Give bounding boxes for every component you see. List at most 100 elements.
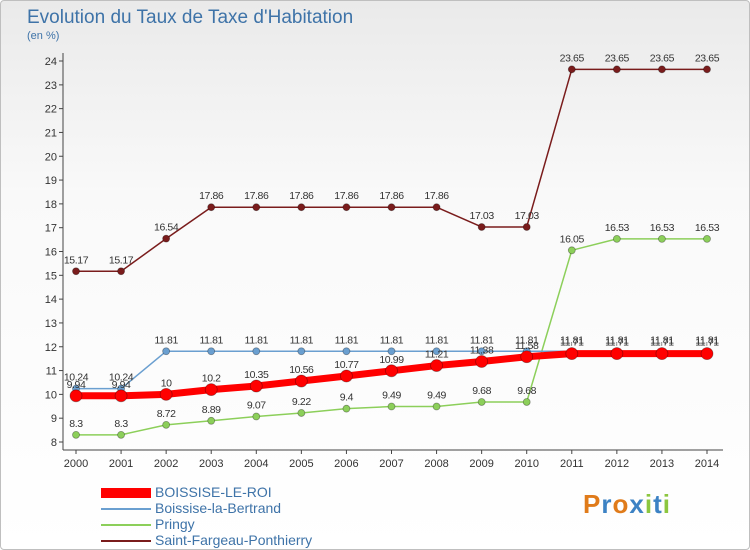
data-label-saint-fargeau-ponthierry: 17.03 — [515, 210, 540, 222]
data-point-boissise-le-roi — [385, 364, 398, 378]
y-tick-label: 11 — [46, 366, 57, 378]
data-label-boissise-le-roi: 10.35 — [244, 369, 269, 381]
data-label-boissise-la-bertrand: 11.81 — [515, 334, 539, 346]
data-label-boissise-la-bertrand: 11.81 — [380, 334, 404, 346]
data-label-boissise-le-roi: 11.71 — [605, 337, 629, 349]
data-label-boissise-la-bertrand: 11.81 — [154, 334, 178, 346]
x-tick-label: 2009 — [469, 458, 493, 470]
data-label-boissise-la-bertrand: 11.81 — [290, 334, 314, 346]
data-label-pringy: 9.49 — [382, 390, 401, 402]
x-tick-label: 2014 — [695, 458, 719, 470]
logo-letter: o — [612, 489, 630, 519]
data-label-boissise-la-bertrand: 11.81 — [245, 334, 269, 346]
data-label-boissise-la-bertrand: 11.81 — [199, 334, 223, 346]
data-point-saint-fargeau-ponthierry — [162, 234, 171, 243]
data-point-pringy — [297, 409, 306, 417]
data-point-pringy — [342, 404, 351, 413]
data-point-pringy — [432, 402, 441, 411]
data-point-pringy — [252, 412, 261, 421]
data-label-pringy: 8.3 — [114, 418, 128, 430]
data-point-boissise-la-bertrand — [162, 347, 171, 356]
data-point-boissise-le-roi — [520, 350, 534, 364]
data-label-boissise-la-bertrand: 10.24 — [64, 372, 89, 384]
legend-swatch — [101, 540, 151, 542]
data-label-pringy: 9.07 — [247, 400, 266, 412]
data-label-saint-fargeau-ponthierry: 23.65 — [605, 52, 630, 64]
data-label-boissise-le-roi: 9.94 — [67, 379, 86, 391]
data-label-boissise-le-roi: 10.56 — [289, 364, 314, 376]
legend-swatch — [101, 508, 151, 510]
data-label-saint-fargeau-ponthierry: 17.86 — [424, 190, 449, 202]
data-label-boissise-le-roi: 10.99 — [379, 354, 404, 366]
data-label-boissise-le-roi: 11.38 — [470, 345, 494, 357]
x-tick-label: 2010 — [514, 458, 538, 470]
data-label-boissise-le-roi: 11.21 — [425, 349, 449, 361]
data-point-saint-fargeau-ponthierry — [297, 203, 306, 212]
data-label-pringy: 16.53 — [650, 222, 675, 234]
data-point-pringy — [162, 420, 171, 429]
data-label-saint-fargeau-ponthierry: 17.86 — [289, 190, 314, 202]
y-tick-label: 20 — [45, 151, 57, 163]
x-tick-label: 2000 — [64, 458, 88, 470]
data-label-pringy: 16.05 — [560, 233, 585, 245]
data-label-pringy: 8.72 — [157, 408, 176, 420]
legend-swatch — [101, 488, 151, 498]
data-label-saint-fargeau-ponthierry: 17.86 — [199, 190, 224, 202]
y-tick-label: 9 — [51, 413, 57, 425]
data-label-pringy: 9.68 — [472, 385, 491, 397]
data-label-pringy: 16.53 — [695, 222, 720, 234]
data-point-saint-fargeau-ponthierry — [612, 65, 621, 74]
data-label-boissise-le-roi: 10.77 — [334, 359, 359, 371]
y-tick-label: 23 — [45, 80, 57, 92]
y-tick-label: 10 — [45, 389, 57, 401]
data-point-boissise-la-bertrand — [387, 347, 396, 356]
data-point-boissise-le-roi — [114, 389, 128, 403]
data-point-saint-fargeau-ponthierry — [477, 223, 486, 231]
x-tick-label: 2005 — [289, 458, 313, 470]
legend-label: Pringy — [155, 516, 195, 532]
data-point-boissise-le-roi — [294, 374, 308, 388]
data-point-pringy — [658, 234, 666, 243]
data-label-boissise-la-bertrand: 11.81 — [605, 334, 629, 346]
logo-letter: i — [662, 489, 671, 519]
data-point-pringy — [72, 430, 80, 439]
y-tick-label: 24 — [45, 56, 57, 68]
x-tick-label: 2006 — [334, 458, 358, 470]
y-tick-label: 14 — [45, 294, 57, 306]
y-tick-label: 12 — [45, 342, 57, 354]
y-tick-label: 18 — [45, 199, 57, 211]
data-point-boissise-le-roi — [430, 359, 443, 372]
data-point-boissise-le-roi — [69, 389, 83, 403]
data-point-pringy — [522, 398, 531, 406]
y-tick-label: 8 — [51, 437, 57, 449]
data-point-saint-fargeau-ponthierry — [72, 267, 80, 276]
logo-letter: x — [629, 489, 645, 519]
series-line-saint-fargeau-ponthierry — [76, 68, 707, 273]
data-point-saint-fargeau-ponthierry — [522, 223, 531, 231]
logo-letter: r — [601, 489, 613, 519]
logo-letter: t — [653, 489, 663, 519]
data-point-boissise-la-bertrand — [477, 347, 486, 356]
data-label-boissise-la-bertrand: 11.81 — [335, 334, 359, 346]
data-point-boissise-la-bertrand — [252, 347, 261, 356]
data-label-saint-fargeau-ponthierry: 17.86 — [334, 190, 359, 202]
x-tick-label: 2007 — [379, 458, 403, 470]
data-point-boissise-le-roi — [655, 347, 669, 361]
data-label-saint-fargeau-ponthierry: 17.86 — [244, 190, 269, 202]
data-label-saint-fargeau-ponthierry: 16.54 — [154, 222, 179, 234]
data-point-pringy — [703, 234, 711, 243]
data-label-pringy: 8.3 — [69, 418, 83, 430]
data-label-saint-fargeau-ponthierry: 17.86 — [379, 190, 404, 202]
data-point-pringy — [117, 430, 125, 439]
x-tick-label: 2004 — [244, 458, 268, 470]
data-point-saint-fargeau-ponthierry — [432, 203, 441, 212]
x-tick-label: 2003 — [199, 458, 223, 470]
data-label-saint-fargeau-ponthierry: 15.17 — [64, 254, 89, 266]
data-point-saint-fargeau-ponthierry — [342, 203, 351, 212]
data-point-saint-fargeau-ponthierry — [703, 65, 711, 74]
y-tick-label: 17 — [45, 223, 57, 235]
data-label-boissise-le-roi: 9.94 — [112, 379, 131, 391]
data-label-saint-fargeau-ponthierry: 23.65 — [650, 52, 675, 64]
